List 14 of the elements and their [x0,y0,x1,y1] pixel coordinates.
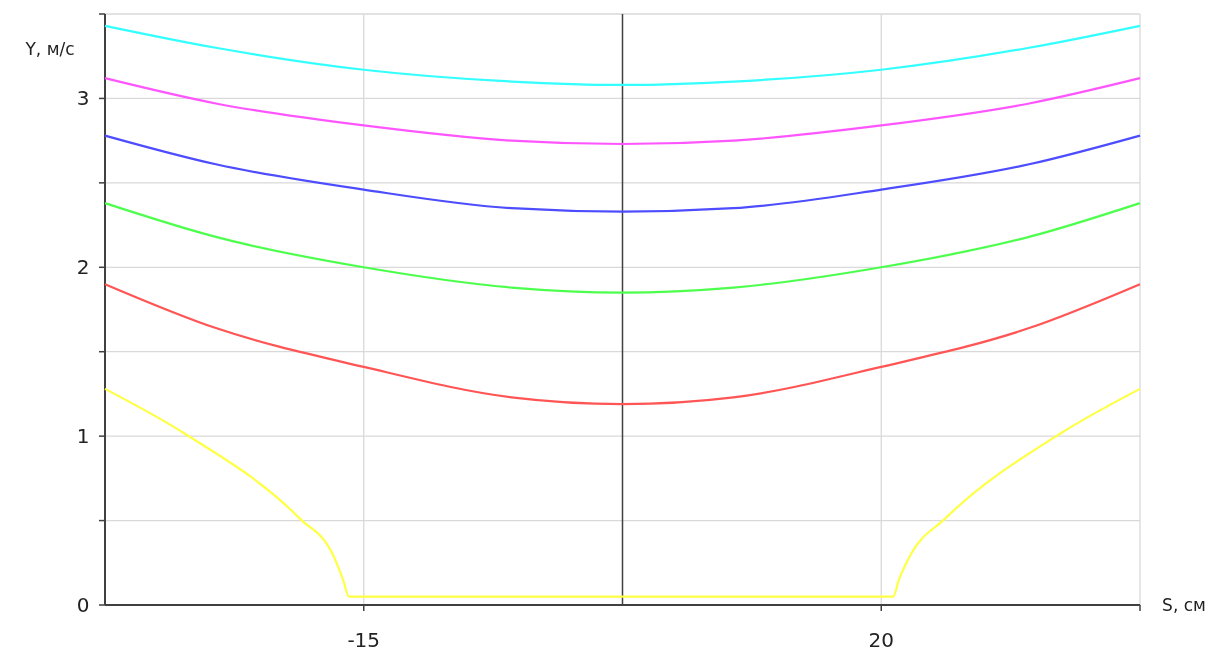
line-series [103,24,1142,87]
x-tick-label: 20 [868,628,894,652]
line-series [103,77,1142,146]
line-series [103,283,1142,406]
line-series [103,202,1142,294]
line-series [103,387,1142,598]
y-axis-title: Y, м/с [24,39,75,59]
y-tick-label: 2 [76,255,90,280]
y-tick-label: 0 [76,593,90,617]
y-tick-label: 1 [76,424,90,449]
y-tick-label: 3 [76,86,90,111]
x-tick-label: -15 [347,628,381,652]
x-axis-title: S, см [1162,595,1206,615]
line-series [103,134,1142,213]
